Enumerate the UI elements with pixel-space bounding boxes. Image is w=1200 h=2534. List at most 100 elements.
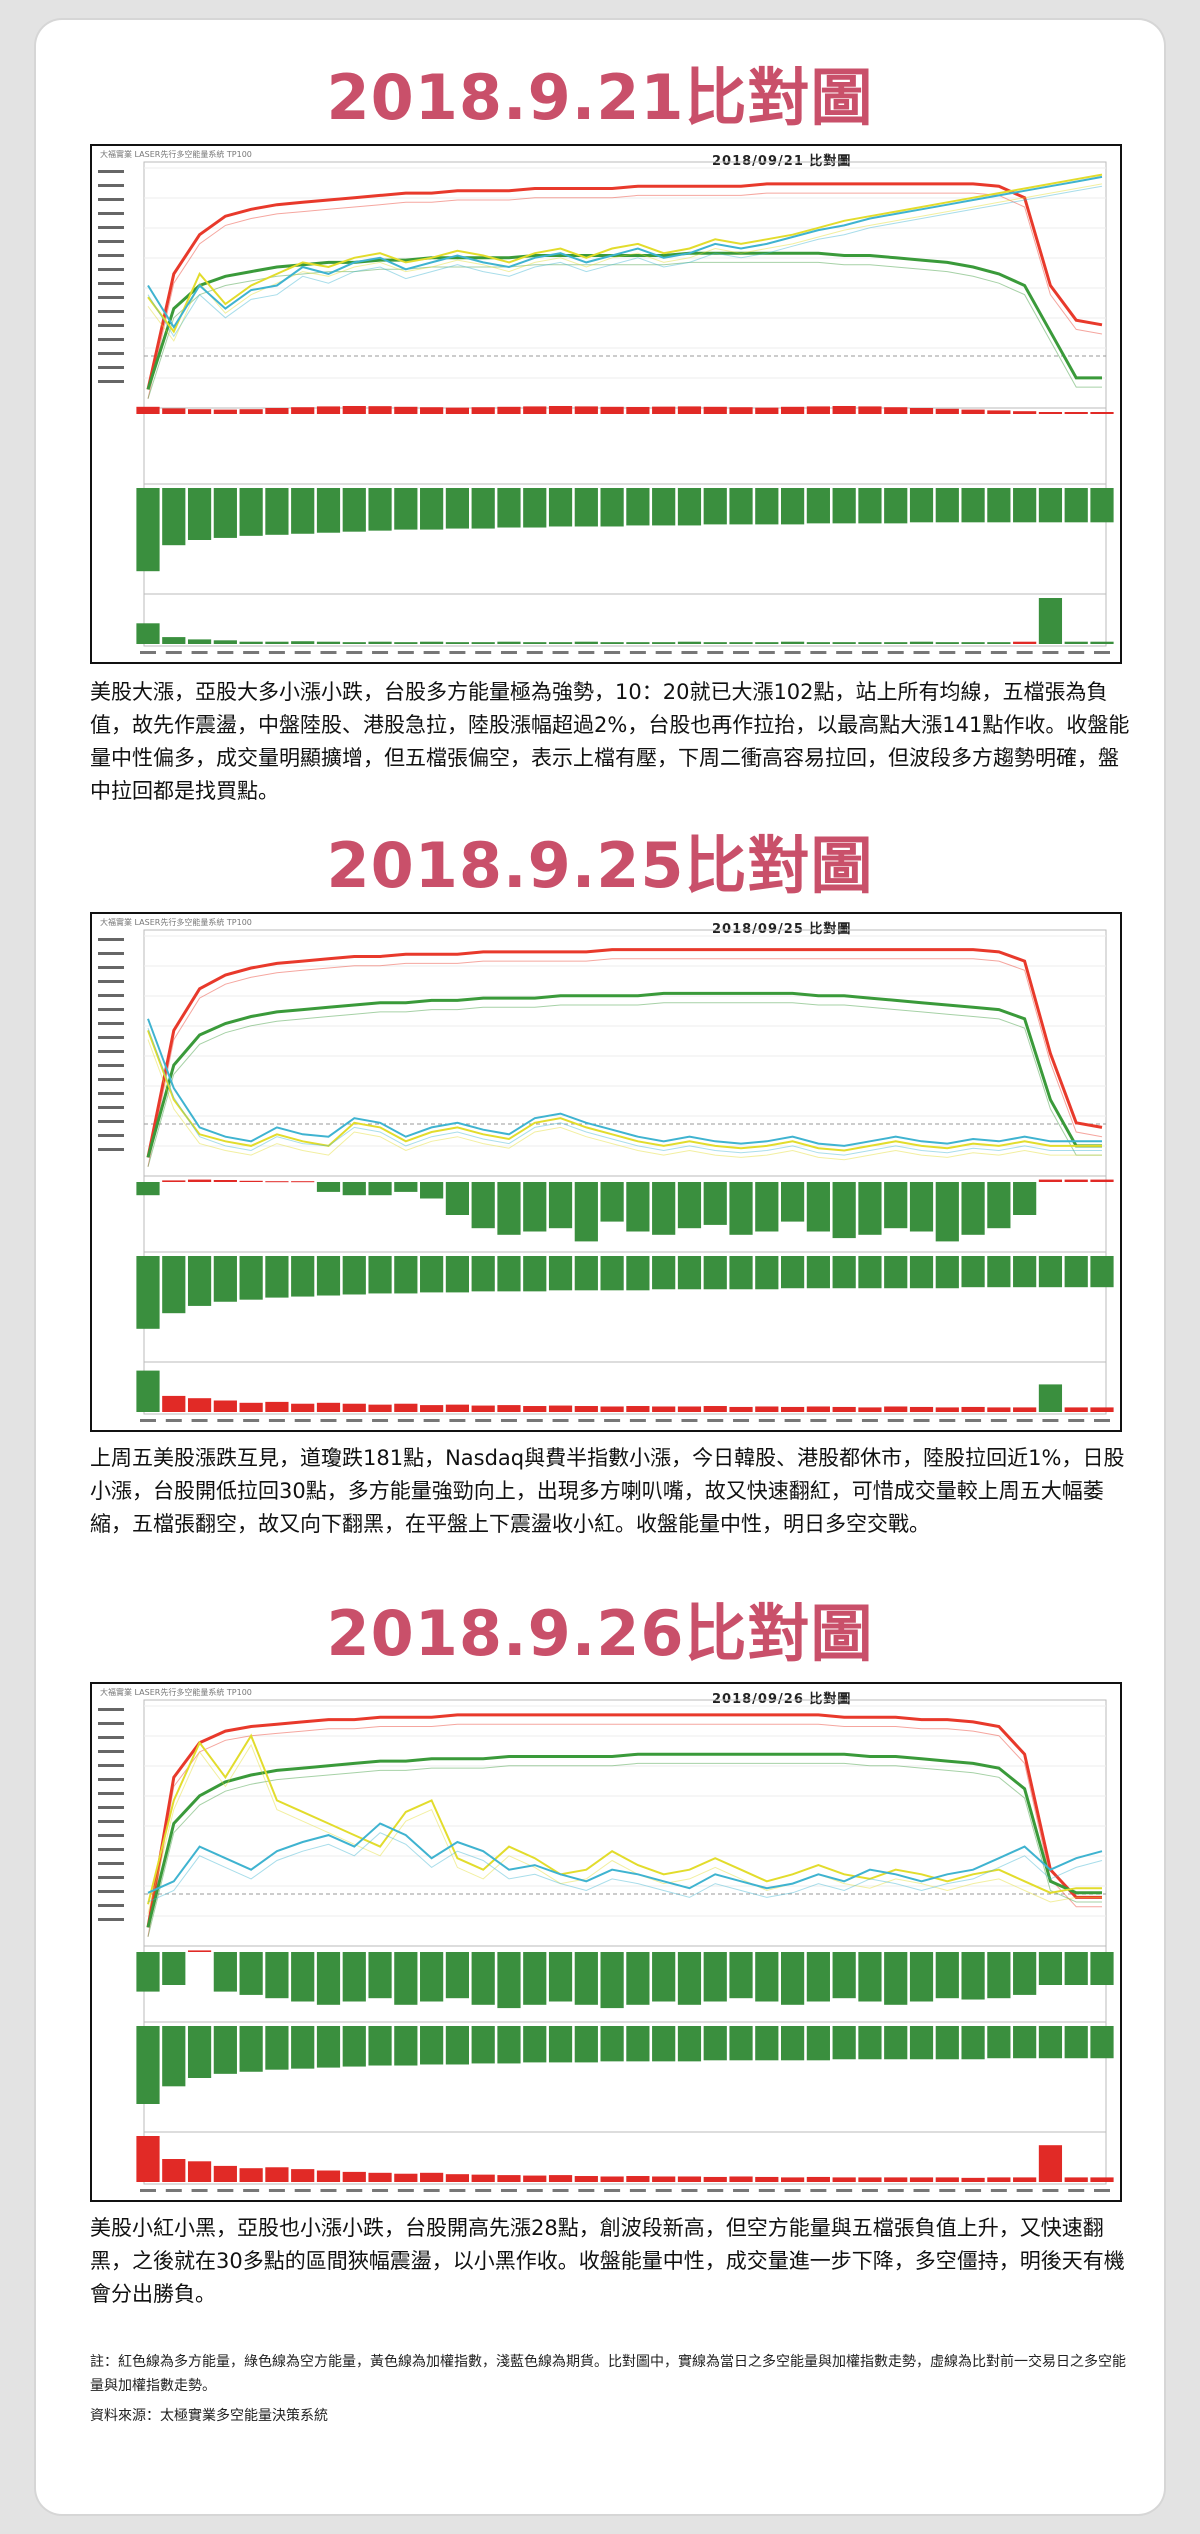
energy-bar bbox=[445, 1952, 470, 1999]
volume-bar bbox=[755, 2026, 779, 2061]
energy-bar bbox=[832, 1182, 856, 1239]
x-tick-label bbox=[758, 2189, 775, 2192]
energy-bar bbox=[806, 406, 830, 414]
trade-bar bbox=[162, 1395, 186, 1412]
x-tick-label bbox=[1016, 651, 1033, 654]
x-tick-label bbox=[397, 2189, 414, 2192]
energy-bar bbox=[162, 1180, 186, 1182]
chart-canvas bbox=[98, 929, 1114, 1422]
trade-bar bbox=[729, 2176, 753, 2182]
energy-bar bbox=[961, 1952, 985, 2000]
source-text: 資料來源：太極實業多空能量決策系統 bbox=[90, 2408, 328, 2424]
x-tick-label bbox=[165, 651, 182, 654]
y-tick-label bbox=[98, 310, 124, 313]
y-tick-label bbox=[98, 1890, 124, 1893]
trade-bar bbox=[368, 1404, 392, 1412]
trade-bar bbox=[548, 642, 573, 644]
trade-bar bbox=[497, 2175, 521, 2182]
x-tick-label bbox=[681, 1419, 698, 1422]
trade-bar bbox=[394, 1403, 418, 1412]
footnote: 註：紅色線為多方能量，綠色線為空方能量，黃色線為加權指數，淺藍色線為期貨。比對圖… bbox=[90, 2354, 1126, 2394]
x-tick-label bbox=[243, 1419, 260, 1422]
y-tick-label bbox=[98, 1722, 124, 1725]
trade-bar bbox=[316, 641, 341, 644]
series-line-previous bbox=[147, 183, 1103, 342]
volume-bar bbox=[342, 488, 366, 532]
x-tick-label bbox=[836, 651, 853, 654]
energy-bar bbox=[394, 1952, 418, 2005]
trade-bar bbox=[858, 642, 882, 644]
energy-bar bbox=[1064, 1952, 1088, 1985]
volume-bar bbox=[574, 488, 598, 527]
trade-bar bbox=[239, 641, 263, 644]
x-tick-label bbox=[1094, 2189, 1110, 2192]
trade-bar bbox=[703, 642, 727, 644]
x-tick-label bbox=[1042, 651, 1059, 654]
y-tick-label bbox=[98, 226, 124, 229]
trade-bar bbox=[1064, 641, 1088, 644]
y-tick-label bbox=[98, 938, 124, 941]
volume-bar bbox=[755, 1256, 779, 1290]
volume-bar bbox=[265, 2026, 289, 2070]
trade-bar bbox=[987, 2177, 1011, 2182]
trade-bar bbox=[884, 1406, 908, 1412]
section-note: 上周五美股漲跌互見，道瓊跌181點，Nasdaq與費半指數小漲，今日韓股、港股都… bbox=[90, 1446, 1125, 1536]
volume-bar bbox=[806, 1256, 830, 1289]
x-tick-label bbox=[320, 1419, 337, 1422]
x-tick-label bbox=[887, 2189, 904, 2192]
volume-bar bbox=[291, 1256, 315, 1297]
x-tick-label bbox=[552, 2189, 569, 2192]
x-tick-label bbox=[861, 1419, 878, 1422]
comparison-chart: 大福實業 LASER先行多空能量系統 TP100 2018/09/25 比對圖 bbox=[90, 912, 1122, 1432]
energy-bar bbox=[265, 408, 289, 414]
energy-bar bbox=[935, 1952, 959, 1999]
volume-bar bbox=[703, 2026, 727, 2061]
trade-bar bbox=[162, 637, 186, 644]
trade-bar bbox=[677, 1406, 702, 1412]
volume-bar bbox=[600, 2026, 624, 2062]
energy-bar bbox=[884, 1952, 908, 2005]
x-tick-label bbox=[1094, 651, 1110, 654]
volume-bar bbox=[162, 488, 186, 546]
x-tick-label bbox=[346, 1419, 363, 1422]
y-tick-label bbox=[98, 198, 124, 201]
y-tick-label bbox=[98, 980, 124, 983]
energy-bar bbox=[780, 406, 805, 414]
series-line bbox=[147, 175, 1103, 329]
volume-bar bbox=[187, 488, 212, 540]
series-line-previous bbox=[147, 261, 1102, 399]
trade-bar bbox=[239, 1402, 263, 1412]
trade-bar bbox=[626, 642, 650, 644]
volume-bar bbox=[420, 1256, 444, 1293]
energy-bar bbox=[626, 1182, 650, 1232]
volume-bar bbox=[987, 488, 1011, 523]
volume-bar bbox=[884, 488, 908, 524]
x-tick-label bbox=[294, 2189, 311, 2192]
y-tick-label bbox=[98, 366, 124, 369]
volume-bar bbox=[729, 2026, 753, 2061]
trade-bar bbox=[342, 1403, 366, 1412]
volume-bar bbox=[652, 1256, 676, 1290]
volume-bar bbox=[677, 488, 702, 526]
x-tick-label bbox=[268, 2189, 285, 2192]
energy-bar bbox=[858, 1182, 882, 1235]
trade-bar bbox=[548, 2175, 573, 2182]
energy-bar bbox=[523, 1182, 547, 1232]
volume-bar bbox=[858, 488, 882, 524]
trade-bar bbox=[987, 642, 1011, 644]
x-tick-label bbox=[758, 1419, 775, 1422]
volume-bar bbox=[342, 2026, 366, 2067]
energy-bar bbox=[755, 407, 779, 414]
trade-bar bbox=[136, 2136, 160, 2182]
volume-bar bbox=[394, 2026, 418, 2066]
energy-bar bbox=[394, 406, 418, 414]
chart-header-text: 大福實業 LASER先行多空能量系統 TP100 bbox=[100, 150, 252, 159]
volume-bar bbox=[239, 1256, 263, 1300]
volume-bar bbox=[884, 1256, 908, 1289]
energy-bar bbox=[574, 1952, 598, 2005]
y-tick-label bbox=[98, 338, 124, 341]
trade-bar bbox=[187, 1398, 212, 1412]
energy-bar bbox=[1064, 1179, 1088, 1182]
panel-frame bbox=[143, 1699, 1107, 1947]
volume-bar bbox=[187, 1256, 212, 1306]
